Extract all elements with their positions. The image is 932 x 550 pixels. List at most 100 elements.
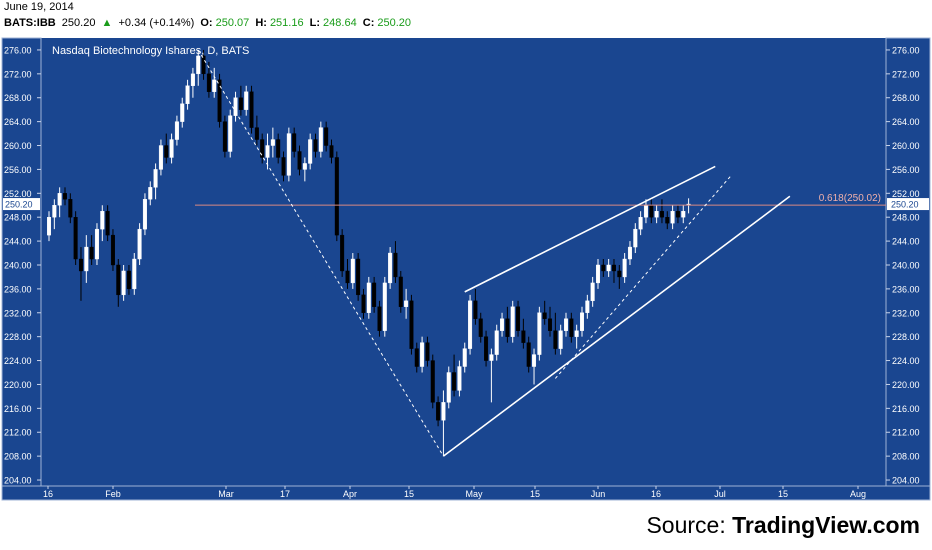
y-axis: 276.00 276.00 272.00 272.00 268.00 268.00 264.…	[4, 45, 920, 485]
candle-series	[47, 49, 691, 457]
candle-body	[590, 282, 595, 302]
candle-body	[329, 145, 334, 158]
candle-body	[270, 139, 275, 146]
candle-body	[601, 264, 606, 272]
candle-body	[105, 211, 110, 236]
y-tick-label-left: 208.00	[4, 452, 32, 462]
y-tick-label-right: 252.00	[892, 189, 920, 199]
y-tick-label-right: 216.00	[892, 404, 920, 414]
candle-body	[659, 211, 664, 218]
candle-body	[675, 211, 680, 218]
candle-body	[638, 216, 643, 230]
candle-body	[260, 139, 265, 158]
candle-body	[430, 360, 435, 403]
x-tick-label: Jul	[714, 489, 726, 499]
candle-body	[414, 348, 419, 367]
candle-body	[47, 216, 52, 236]
candle-body	[190, 73, 195, 86]
candle-body	[78, 258, 83, 272]
candle-body	[340, 234, 345, 272]
candle-body	[254, 127, 259, 140]
candle-body	[569, 318, 574, 337]
chart-date: June 19, 2014	[4, 1, 74, 13]
bottom-axis-background	[1, 485, 931, 501]
y-tick-label-left: 248.00	[4, 213, 32, 223]
source-name: TradingView.com	[732, 512, 920, 538]
y-tick-label-right: 240.00	[892, 260, 920, 270]
x-tick-label: 17	[280, 489, 290, 499]
candle-body	[633, 228, 638, 248]
candle-body	[665, 216, 670, 224]
candle-body	[654, 211, 659, 218]
candle-body	[350, 258, 355, 284]
candle-body	[308, 139, 313, 164]
candle-body	[409, 300, 414, 349]
x-tick-label: 15	[530, 489, 540, 499]
last-price-label-left: 250.20	[5, 200, 33, 210]
candle-body	[606, 264, 611, 272]
candle-body	[361, 294, 366, 313]
candle-body	[585, 300, 590, 313]
fib-level-label: 0.618(250.02)	[819, 193, 881, 204]
close-value: 250.20	[377, 17, 412, 29]
candle-body	[404, 300, 409, 307]
y-tick-label-left: 276.00	[4, 45, 32, 55]
candle-body	[153, 169, 158, 188]
candle-body	[681, 211, 686, 218]
candle-body	[302, 163, 307, 170]
candle-body	[158, 145, 163, 170]
source-credit: Source: TradingView.com	[646, 512, 920, 539]
quote-bar: BATS:IBB 250.20 ▲ +0.34 (+0.14%) O: 250.0…	[4, 17, 414, 29]
candle-body	[564, 318, 569, 331]
candle-body	[398, 276, 403, 308]
candle-body	[164, 145, 169, 158]
candle-body	[532, 354, 537, 367]
y-tick-label-left: 256.00	[4, 165, 32, 175]
candlestick-chart[interactable]: 276.00 276.00 272.00 272.00 268.00 268.00 264.…	[0, 34, 932, 502]
x-axis: 16 Feb Mar 17 Apr 15 May 15 Jun 16 Jul 15 Aug	[43, 486, 866, 499]
candle-body	[286, 133, 291, 176]
last-price-marker-left	[3, 198, 40, 211]
plot-background	[41, 38, 886, 486]
candle-body	[217, 79, 222, 122]
y-tick-label-left: 232.00	[4, 308, 32, 318]
x-tick-label: May	[465, 489, 483, 499]
candle-body	[452, 372, 457, 391]
candle-body	[324, 127, 329, 146]
candle-body	[494, 330, 499, 355]
y-tick-label-right: 236.00	[892, 284, 920, 294]
upper-resistance-line	[464, 165, 716, 293]
candle-body	[377, 306, 382, 331]
candle-body	[238, 97, 243, 110]
candle-body	[462, 348, 467, 367]
candle-body	[521, 330, 526, 343]
candle-body	[553, 330, 558, 349]
x-tick-label: 16	[651, 489, 661, 499]
symbol-label: BATS:IBB	[4, 17, 56, 29]
candle-body	[334, 157, 339, 236]
candle-body	[446, 372, 451, 403]
y-tick-label-right: 224.00	[892, 356, 920, 366]
y-tick-label-left: 212.00	[4, 428, 32, 438]
drawing-overlays: 0.618(250.02) 250.20 250.20	[3, 49, 929, 457]
y-tick-label-right: 228.00	[892, 332, 920, 342]
candle-body	[611, 264, 616, 272]
candle-body	[595, 264, 600, 284]
y-tick-label-right: 260.00	[892, 141, 920, 151]
candle-body	[457, 366, 462, 391]
y-tick-label-left: 228.00	[4, 332, 32, 342]
candle-body	[574, 330, 579, 337]
candle-body	[500, 318, 505, 331]
price-change: +0.34 (+0.14%)	[118, 17, 195, 29]
candle-body	[425, 342, 430, 361]
last-price-label-right: 250.20	[891, 200, 919, 210]
candle-body	[206, 73, 211, 92]
candle-body	[174, 121, 179, 140]
candle-body	[649, 205, 654, 218]
candle-body	[548, 318, 553, 331]
candle-body	[52, 205, 57, 218]
candle-body	[622, 258, 627, 278]
candle-body	[281, 157, 286, 176]
y-tick-label-left: 268.00	[4, 93, 32, 103]
y-tick-label-right: 244.00	[892, 237, 920, 247]
